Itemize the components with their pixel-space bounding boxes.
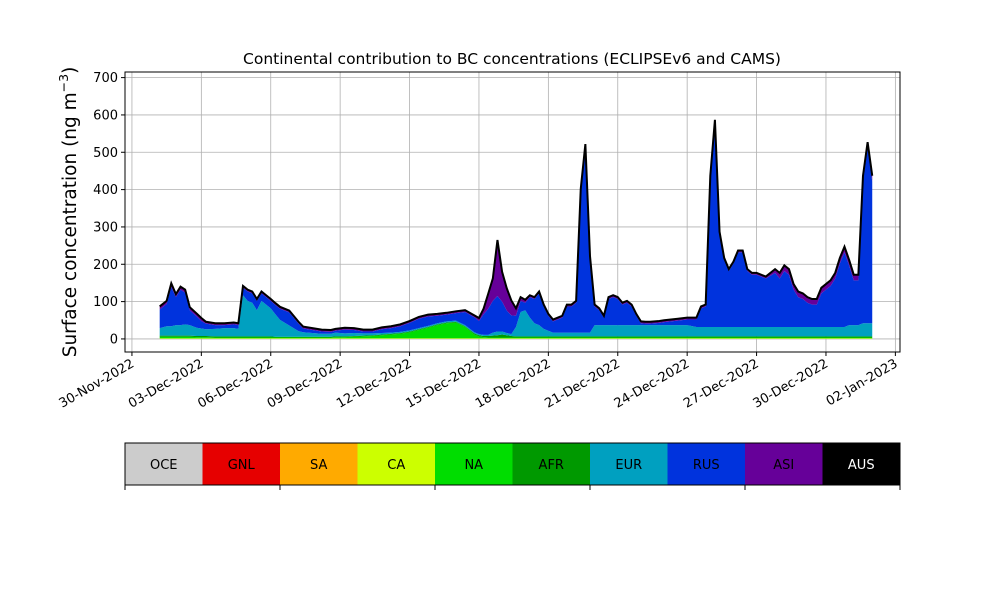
total-outline <box>159 119 874 331</box>
legend-swatch-eur <box>590 443 668 485</box>
area-series-ca <box>159 338 873 339</box>
legend-label-sa: SA <box>310 458 327 473</box>
x-tick-label: 24-Dec-2022 <box>612 356 692 411</box>
area-series-rus <box>159 121 873 335</box>
y-axis-label: Surface concentration (ng m−3) <box>56 67 81 358</box>
y-tick-label: 700 <box>93 71 118 86</box>
legend-swatch-ca <box>357 443 436 485</box>
y-tick-label: 500 <box>93 146 118 161</box>
legend-label-ca: CA <box>387 458 405 473</box>
x-tick-label: 27-Dec-2022 <box>681 356 761 411</box>
y-axis-label-close: ) <box>60 67 81 74</box>
x-tick-label: 15-Dec-2022 <box>404 356 484 411</box>
x-tick-label: 12-Dec-2022 <box>334 356 414 411</box>
legend-label-aus: AUS <box>848 458 875 473</box>
plot-area: 0 100 200 300 400 500 600 700 30-Nov-202203-Dec-… <box>57 71 901 412</box>
x-tick-label: 18-Dec-2022 <box>473 356 553 411</box>
legend-label-gnl: GNL <box>228 458 256 473</box>
legend-label-rus: RUS <box>693 458 720 473</box>
legend-swatch-rus <box>667 443 746 485</box>
legend-swatch-oce <box>125 443 203 485</box>
legend-swatch-gnl <box>202 443 281 485</box>
x-tick-label: 09-Dec-2022 <box>265 356 345 411</box>
legend-swatch-afr <box>512 443 591 485</box>
area-series-eur <box>159 295 873 337</box>
chart-title: Continental contribution to BC concentra… <box>243 50 781 68</box>
legend-swatch-na <box>435 443 513 485</box>
y-tick-label: 300 <box>93 220 118 235</box>
plot-frame <box>124 71 901 353</box>
x-tick-label: 02-Jan-2023 <box>824 356 901 409</box>
legend-label-afr: AFR <box>539 458 564 473</box>
legend-label-oce: OCE <box>150 458 178 473</box>
y-axis-label-exponent: −3 <box>56 74 71 92</box>
y-tick-label: 100 <box>93 295 118 310</box>
y-tick-label: 200 <box>93 258 118 273</box>
x-tick-label: 03-Dec-2022 <box>126 356 206 411</box>
legend-swatch-asi <box>745 443 823 485</box>
y-tick-label: 0 <box>110 332 118 347</box>
region-legend-colorbar: OCE GNL SA CA NA AFR EUR RUS ASI AUS <box>124 442 901 490</box>
legend-label-eur: EUR <box>615 458 642 473</box>
x-tick-label: 30-Dec-2022 <box>751 356 831 411</box>
legend-swatch-sa <box>280 443 358 485</box>
legend-swatch-aus <box>822 443 901 485</box>
x-tick-label: 06-Dec-2022 <box>195 356 275 411</box>
legend-label-na: NA <box>464 458 483 473</box>
x-tick-label: 21-Dec-2022 <box>542 356 622 411</box>
y-tick-label: 600 <box>93 108 118 123</box>
stacked-areas <box>159 119 873 339</box>
legend-label-asi: ASI <box>773 458 794 473</box>
x-tick-label: 30-Nov-2022 <box>57 356 137 411</box>
y-tick-label: 400 <box>93 183 118 198</box>
y-axis-label-main: Surface concentration (ng m <box>60 92 81 357</box>
legend-frame <box>124 442 901 486</box>
